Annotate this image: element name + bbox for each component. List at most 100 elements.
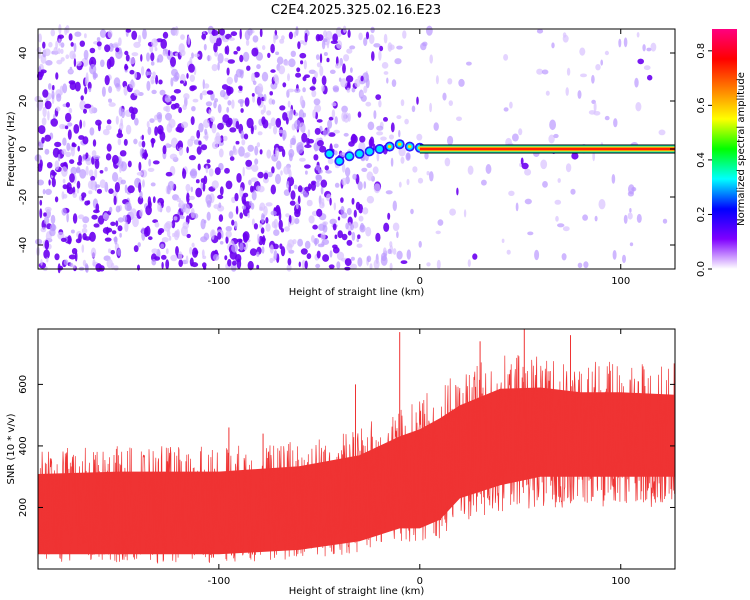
spectrogram-cell: [390, 122, 395, 133]
spectrogram-cell: [210, 116, 216, 122]
spectrogram-cell: [48, 41, 53, 48]
spectrogram-cell: [270, 210, 277, 216]
spectrogram-cell: [223, 135, 228, 142]
spectrogram-cell: [437, 219, 444, 226]
spectrogram-cell: [319, 145, 327, 153]
spectrogram-cell: [256, 64, 261, 70]
spectrogram-cell: [357, 111, 362, 118]
spectrogram-cell: [88, 190, 93, 195]
spectrogram-cell: [117, 138, 122, 146]
spectrogram-cell: [346, 239, 353, 246]
spectrogram-cell: [124, 184, 128, 194]
spectrogram-cell: [123, 138, 128, 146]
spectrogram-cell: [58, 37, 61, 46]
spectrogram-cell: [57, 231, 65, 240]
spectrogram-cell: [359, 135, 366, 143]
spectrogram-cell: [225, 230, 232, 238]
spectrogram-cell: [203, 119, 210, 129]
spectrogram-cell: [119, 150, 127, 157]
spectrogram-cell: [131, 52, 139, 57]
spectrogram-cell: [279, 243, 283, 250]
spectrogram-cell: [368, 138, 373, 148]
spectrogram-cell: [116, 87, 121, 92]
spectrogram-cell: [258, 86, 263, 93]
spectrogram-cell: [239, 212, 243, 219]
spectrogram-cell: [96, 41, 102, 47]
spectrogram-cell: [58, 265, 64, 271]
spectrogram-cell: [316, 62, 322, 68]
spectrogram-cell: [376, 125, 384, 131]
x-tick-label: 0: [417, 276, 423, 287]
x-tick-label: 100: [611, 276, 630, 287]
spectrogram-cell: [120, 179, 127, 185]
spectrogram-cell: [235, 120, 240, 130]
spectrogram-cell: [244, 29, 251, 41]
spectrogram-cell: [346, 87, 351, 93]
spectrogram-cell: [362, 72, 370, 83]
spectrogram-cell: [108, 248, 111, 254]
spectrogram-cell: [46, 162, 53, 169]
spectrogram-cell: [273, 125, 278, 135]
spectrogram-cell: [333, 129, 341, 134]
spectrogram-cell: [227, 259, 232, 267]
spectrogram-cell: [208, 109, 212, 115]
spectrogram-cell: [43, 48, 51, 57]
spectrogram-cell: [37, 179, 44, 186]
spectrogram-cell: [105, 153, 112, 161]
spectrogram-cell: [463, 209, 467, 218]
spectrogram-cell: [42, 89, 49, 98]
spectrogram-cell: [304, 32, 308, 43]
spectrogram-cell: [165, 112, 172, 121]
spectrogram-cell: [173, 216, 178, 221]
spectrogram-cell: [238, 85, 243, 90]
spectrogram-cell: [39, 142, 44, 149]
spectrogram-cell: [174, 26, 179, 37]
spectrogram-cell: [245, 159, 253, 167]
spectrogram-cell: [163, 106, 169, 112]
spectrogram-cell: [147, 126, 152, 136]
spectrogram-cell: [243, 133, 249, 140]
spectrogram-cell: [188, 195, 195, 201]
spectrogram-cell: [70, 166, 77, 175]
spectrogram-cell: [165, 171, 173, 177]
spectrogram-cell: [540, 159, 548, 170]
spectrogram-cell: [94, 158, 100, 170]
spectrogram-cell: [327, 158, 334, 165]
spectrogram-cell: [95, 203, 100, 213]
spectrogram-cell: [386, 77, 389, 84]
spectrogram-cell: [170, 77, 174, 87]
spectrogram-cell: [37, 163, 43, 172]
spectrogram-cell: [133, 89, 141, 96]
spectrogram-cell: [248, 200, 253, 206]
spectrogram-cell: [321, 40, 326, 50]
spectrogram-cell: [56, 59, 63, 65]
spectrogram-cell: [376, 131, 384, 136]
spectrogram-cell: [84, 86, 88, 95]
spectrogram-cell: [40, 259, 43, 266]
spectrogram-cell: [400, 260, 408, 264]
spectrogram-cell: [306, 137, 310, 146]
spectrogram-cell: [221, 84, 229, 90]
spectrogram-cell: [93, 223, 100, 228]
spectrogram-cell: [315, 34, 321, 42]
spectrogram-cell: [306, 199, 313, 207]
spectrogram-cell: [56, 93, 62, 102]
spectrogram-cell: [341, 177, 347, 186]
spectrogram-cell: [49, 228, 56, 237]
spectrogram-cell: [85, 165, 89, 176]
spectrogram-cell: [389, 134, 394, 140]
spectrogram-cell: [80, 95, 84, 101]
y-tick-label: -40: [18, 237, 29, 253]
spectrogram-cell: [214, 98, 219, 103]
spectrogram-cell: [622, 254, 626, 264]
spectrogram-cell: [262, 214, 266, 219]
spectrogram-cell: [115, 205, 121, 213]
spectrogram-cell: [111, 230, 117, 235]
spectrogram-cell: [333, 150, 338, 156]
spectrogram-cell: [141, 140, 146, 148]
spectrogram-cell: [191, 262, 199, 268]
spectrogram-cell: [604, 115, 610, 121]
spectrogram-cell: [247, 260, 254, 271]
spectrogram-cell: [317, 169, 323, 174]
spectrogram-cell: [233, 50, 238, 55]
